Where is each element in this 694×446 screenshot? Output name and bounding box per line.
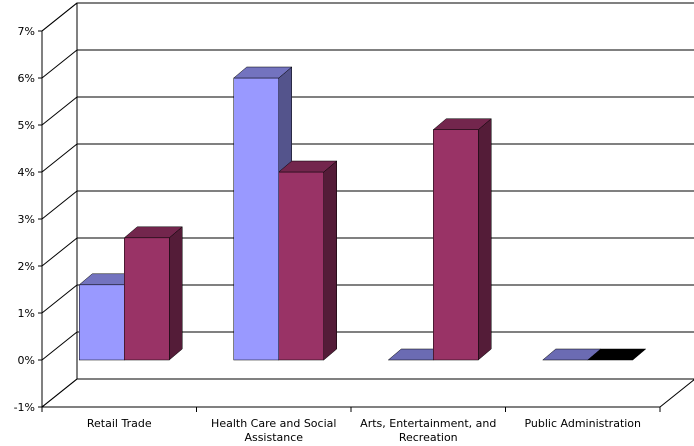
y-tick-label: 4% [18, 166, 35, 179]
bar-top [278, 160, 338, 173]
bar-front [124, 237, 170, 361]
bar-side [169, 226, 183, 361]
bar-top [233, 66, 293, 79]
y-tick-label: 7% [18, 25, 35, 38]
gridline [41, 96, 694, 126]
y-tick-label: 3% [18, 213, 35, 226]
gridline [41, 190, 694, 220]
bar-front [79, 284, 125, 361]
gridline [41, 2, 694, 32]
bar-top [587, 348, 647, 361]
x-tick-label: Arts, Entertainment, and Recreation [360, 417, 496, 444]
y-tick-label: 5% [18, 119, 35, 132]
y-axis: -1% 0% 1% 2% 3% 4% 5% 6% 7% [14, 25, 42, 414]
bar-top [432, 118, 492, 130]
gridline [41, 49, 694, 79]
bar-side [478, 118, 492, 361]
y-tick-label: 0% [18, 354, 35, 367]
x-tick-label: Retail Trade [87, 417, 152, 430]
bar-top [123, 226, 183, 239]
y-tick-label: 1% [18, 307, 35, 320]
bar [278, 160, 338, 361]
y-tick-label: -1% [14, 401, 35, 414]
x-axis: Retail Trade Health Care and Social Assist… [41, 407, 661, 444]
bar-front [278, 171, 324, 361]
bar-side [323, 160, 337, 361]
y-tick-label: 6% [18, 72, 35, 85]
gridlines [41, 2, 694, 408]
x-axis-line [42, 379, 694, 408]
bar [587, 348, 647, 361]
bar-front [233, 77, 279, 361]
x-tick-label: Health Care and Social Assistance [211, 417, 336, 444]
gridline [41, 378, 694, 408]
gridline [41, 143, 694, 173]
bar [432, 118, 492, 361]
bar [123, 226, 183, 361]
bar-front [433, 129, 479, 361]
x-tick-label: Public Administration [524, 417, 641, 430]
bars [78, 66, 647, 361]
y-tick-label: 2% [18, 260, 35, 273]
